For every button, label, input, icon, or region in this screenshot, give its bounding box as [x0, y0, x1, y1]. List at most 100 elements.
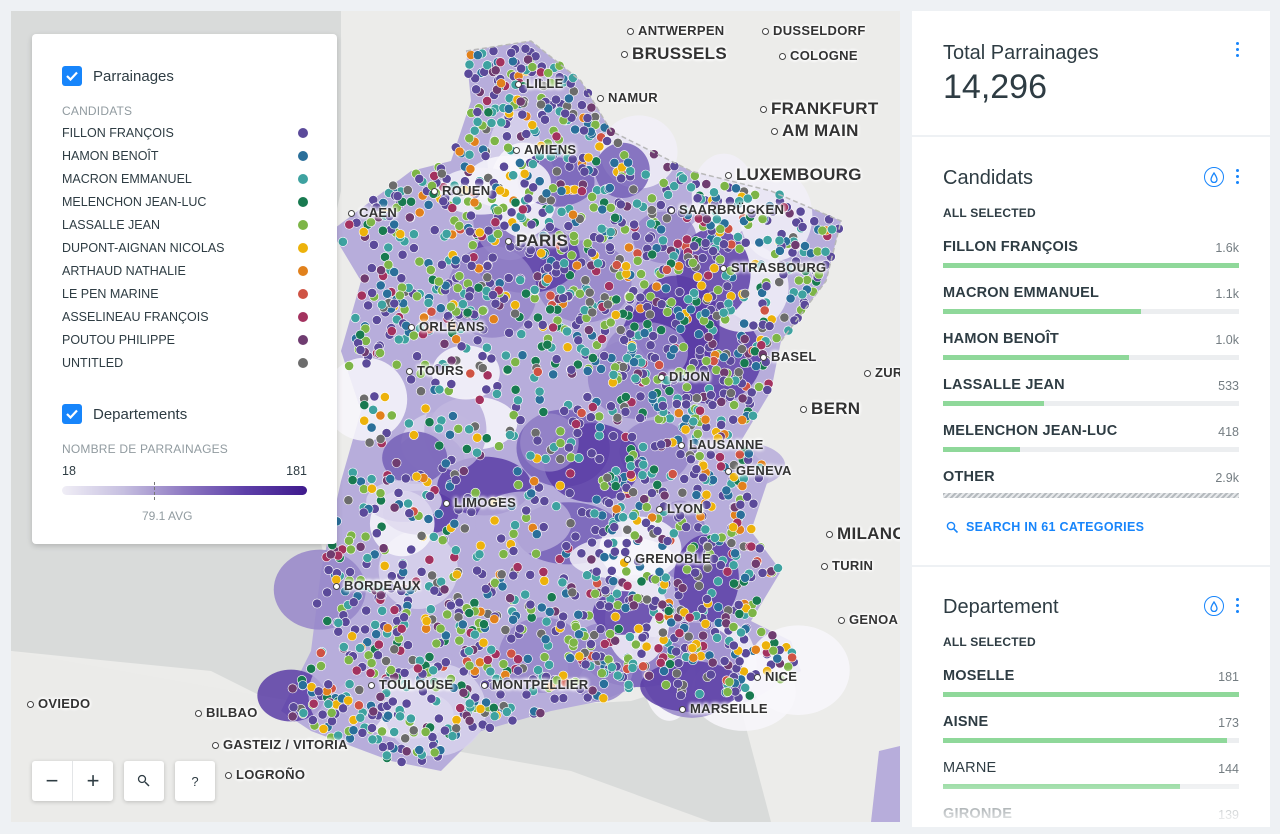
parrainage-point	[487, 252, 498, 263]
city-name: AMIENS	[524, 142, 577, 157]
parrainage-point	[478, 619, 489, 630]
city-marker-icon	[443, 500, 450, 508]
parrainage-point	[609, 157, 620, 168]
city-label: LOGROÑO	[221, 767, 305, 782]
color-by-icon[interactable]	[1204, 596, 1224, 616]
departement-menu-icon[interactable]	[1236, 598, 1240, 616]
parrainage-point	[457, 299, 468, 309]
candidats-subtitle: CANDIDATS	[62, 104, 133, 118]
parrainage-point	[510, 308, 520, 319]
parrainage-point	[587, 685, 598, 696]
parrainage-point	[754, 463, 765, 473]
parrainage-point	[378, 543, 389, 554]
parrainage-point	[827, 224, 837, 235]
city-name: MARSEILLE	[690, 701, 768, 716]
parrainage-point	[633, 556, 643, 567]
category-row[interactable]: MELENCHON JEAN-LUC 418	[943, 423, 1239, 453]
checkmark-icon	[66, 71, 78, 81]
parrainage-point	[600, 585, 611, 596]
parrainage-point	[348, 597, 359, 608]
parrainage-point	[729, 578, 739, 589]
parrainage-point	[471, 84, 481, 95]
parrainage-point	[534, 151, 545, 161]
parrainage-point	[539, 575, 550, 586]
parrainage-point	[726, 538, 737, 548]
parrainage-point	[481, 384, 492, 395]
parrainage-point	[522, 653, 533, 664]
parrainage-point	[562, 342, 573, 353]
category-name: MACRON EMMANUEL	[943, 285, 1100, 301]
parrainage-point	[555, 284, 566, 295]
parrainage-point	[360, 531, 371, 542]
parrainage-point	[343, 655, 354, 665]
category-row[interactable]: HAMON BENOÎT 1.0k	[943, 331, 1239, 361]
parrainage-point	[554, 554, 565, 564]
parrainage-point	[408, 430, 419, 440]
parrainage-point	[735, 499, 746, 510]
parrainage-point	[377, 742, 388, 752]
category-row[interactable]: LASSALLE JEAN 533	[943, 377, 1239, 407]
category-row[interactable]: MACRON EMMANUEL 1.1k	[943, 285, 1239, 315]
category-row[interactable]: OTHER 2.9k	[943, 469, 1239, 499]
category-row[interactable]: MOSELLE 181	[943, 668, 1239, 698]
parrainage-point	[809, 216, 820, 227]
map-canvas[interactable]: ANTWERPEN DUSSELDORF BRUSSELS COLOGNE LILLE N…	[11, 11, 900, 822]
parrainage-point	[762, 384, 773, 395]
layer-parrainages[interactable]: Parrainages	[62, 66, 174, 86]
category-row[interactable]: AISNE 173	[943, 714, 1239, 744]
parrainage-point	[375, 410, 386, 421]
city-marker-icon	[725, 172, 732, 180]
category-row[interactable]: FILLON FRANÇOIS 1.6k	[943, 239, 1239, 269]
parrainage-point	[695, 405, 705, 416]
parrainage-point	[734, 609, 745, 619]
parrainage-point	[767, 630, 778, 641]
total-menu-icon[interactable]	[1236, 42, 1240, 60]
search-categories-link[interactable]: SEARCH IN 61 CATEGORIES	[946, 520, 1144, 534]
parrainage-point	[420, 359, 430, 370]
parrainage-point	[523, 319, 534, 330]
city-label: ANTWERPEN	[623, 23, 724, 38]
parrainage-point	[577, 186, 587, 197]
parrainage-point	[496, 533, 507, 544]
parrainage-point	[419, 312, 429, 323]
parrainage-point	[461, 253, 471, 264]
layer-departements[interactable]: Departements	[62, 404, 187, 424]
parrainage-point	[355, 344, 366, 355]
parrainage-point	[360, 624, 370, 635]
parrainage-point	[449, 180, 460, 191]
search-button[interactable]	[124, 761, 164, 801]
parrainage-point	[356, 290, 367, 301]
category-bar-fill	[943, 493, 1239, 498]
parrainage-point	[483, 225, 494, 236]
parrainage-point	[414, 745, 425, 755]
parrainage-point	[377, 726, 387, 737]
parrainage-point	[312, 598, 322, 609]
parrainage-point	[591, 651, 601, 662]
layer-departements-checkbox[interactable]	[62, 404, 82, 424]
parrainage-point	[646, 218, 656, 229]
parrainage-point	[366, 263, 377, 273]
zoom-out-button[interactable]: −	[45, 768, 59, 793]
parrainage-point	[701, 489, 712, 500]
zoom-in-button[interactable]: +	[86, 768, 100, 793]
parrainage-point	[594, 411, 605, 422]
legend-panel: Parrainages CANDIDATS FILLON FRANÇOIS HAM…	[32, 34, 337, 544]
parrainage-point	[529, 476, 540, 487]
parrainage-point	[514, 157, 525, 168]
color-by-icon[interactable]	[1204, 167, 1224, 187]
parrainage-point	[458, 466, 469, 476]
parrainage-point	[665, 659, 675, 669]
parrainage-point	[455, 703, 466, 713]
candidats-menu-icon[interactable]	[1236, 169, 1240, 187]
layer-parrainages-checkbox[interactable]	[62, 66, 82, 86]
parrainage-point	[472, 107, 483, 117]
parrainage-point	[693, 329, 704, 340]
parrainage-point	[417, 686, 428, 697]
category-name: MOSELLE	[943, 668, 1015, 684]
parrainage-point	[544, 606, 555, 617]
city-name: AM MAIN	[782, 121, 859, 140]
parrainage-point	[603, 299, 613, 310]
parrainage-point	[582, 365, 593, 376]
help-button[interactable]: ?	[175, 761, 215, 801]
parrainage-point	[427, 570, 437, 581]
